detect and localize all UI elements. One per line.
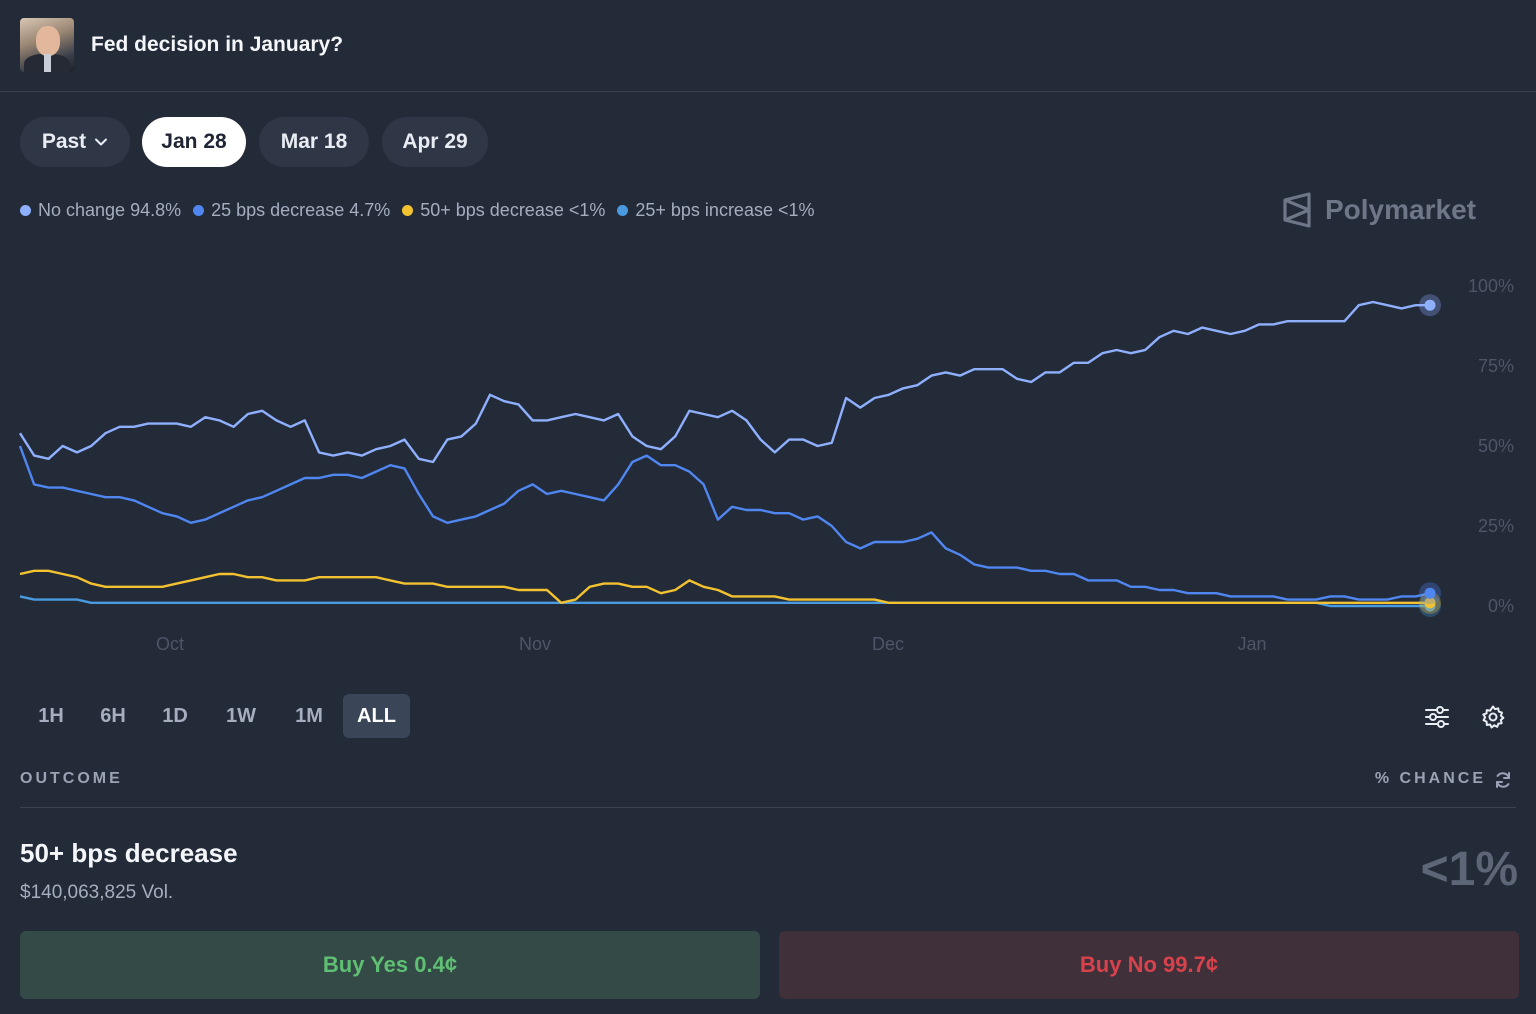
buy-yes-button[interactable]: Buy Yes 0.4¢ xyxy=(20,931,760,999)
x-tick-label: Jan xyxy=(1237,634,1266,654)
outcome-volume: $140,063,825 Vol. xyxy=(20,882,174,903)
legend-dot xyxy=(617,205,629,216)
series-end-dot xyxy=(1424,587,1436,599)
y-tick-label: 25% xyxy=(1478,516,1514,536)
tab-apr-29[interactable]: Apr 29 xyxy=(382,117,488,167)
legend-label: No change 94.8% xyxy=(38,200,182,220)
market-avatar xyxy=(20,18,74,72)
series-end-dot xyxy=(1424,299,1436,311)
outcome-column-header: OUTCOME xyxy=(20,770,123,787)
market-title: Fed decision in January? xyxy=(91,33,344,56)
legend-dot xyxy=(402,205,414,216)
chart-legend: No change 94.8% 25 bps decrease 4.7% 50+… xyxy=(20,200,827,221)
range-1w[interactable]: 1W xyxy=(214,694,268,738)
probability-chart[interactable]: 100% 75% 50% 25% 0% Oct Nov Dec Jan xyxy=(0,250,1536,670)
legend-dot xyxy=(193,205,205,216)
market-header: Fed decision in January? xyxy=(0,0,1536,92)
tab-past-label: Past xyxy=(41,130,87,153)
y-tick-label: 75% xyxy=(1478,356,1514,376)
polymarket-logo-icon xyxy=(1283,192,1311,228)
chance-column-header: % CHANCE xyxy=(1374,770,1486,787)
outcome-name[interactable]: 50+ bps decrease xyxy=(20,838,238,868)
x-tick-label: Dec xyxy=(872,634,904,654)
series-line-no-change xyxy=(18,300,1430,464)
brand-name: Polymarket xyxy=(1325,194,1476,225)
legend-item-25-bps-decrease: 25 bps decrease 4.7% xyxy=(193,200,390,221)
tab-mar-18[interactable]: Mar 18 xyxy=(259,117,369,167)
gear-icon[interactable] xyxy=(1478,702,1508,732)
buy-no-button[interactable]: Buy No 99.7¢ xyxy=(779,931,1519,999)
range-1d[interactable]: 1D xyxy=(150,694,200,738)
outcome-chance: <1% xyxy=(1420,843,1518,896)
chevron-down-icon xyxy=(95,138,108,146)
sliders-icon[interactable] xyxy=(1422,702,1452,732)
legend-item-25-bps-increase: 25+ bps increase <1% xyxy=(617,200,815,221)
series-line-25-bps-increase xyxy=(19,595,1430,608)
tab-past[interactable]: Past xyxy=(20,117,130,167)
x-tick-label: Oct xyxy=(156,634,184,654)
range-6h[interactable]: 6H xyxy=(88,694,138,738)
legend-item-50-bps-decrease: 50+ bps decrease <1% xyxy=(402,200,605,221)
y-tick-label: 0% xyxy=(1488,596,1514,616)
range-1h[interactable]: 1H xyxy=(26,694,76,738)
legend-item-no-change: No change 94.8% xyxy=(20,200,181,221)
legend-label: 25 bps decrease 4.7% xyxy=(211,200,391,220)
legend-label: 25+ bps increase <1% xyxy=(635,200,815,220)
polymarket-watermark: Polymarket xyxy=(1281,192,1476,228)
series-line-25-bps-decrease xyxy=(18,445,1431,601)
table-divider xyxy=(20,807,1516,808)
legend-label: 50+ bps decrease <1% xyxy=(420,200,606,220)
y-tick-label: 100% xyxy=(1468,276,1514,296)
series-line-50-bps-decrease xyxy=(19,569,1430,604)
series-end-dot xyxy=(1424,597,1436,609)
legend-dot xyxy=(20,205,31,216)
refresh-icon[interactable] xyxy=(1493,770,1513,790)
range-all[interactable]: ALL xyxy=(343,694,410,738)
y-tick-label: 50% xyxy=(1478,436,1514,456)
x-tick-label: Nov xyxy=(519,634,551,654)
tab-jan-28[interactable]: Jan 28 xyxy=(142,117,246,167)
range-1m[interactable]: 1M xyxy=(282,694,336,738)
